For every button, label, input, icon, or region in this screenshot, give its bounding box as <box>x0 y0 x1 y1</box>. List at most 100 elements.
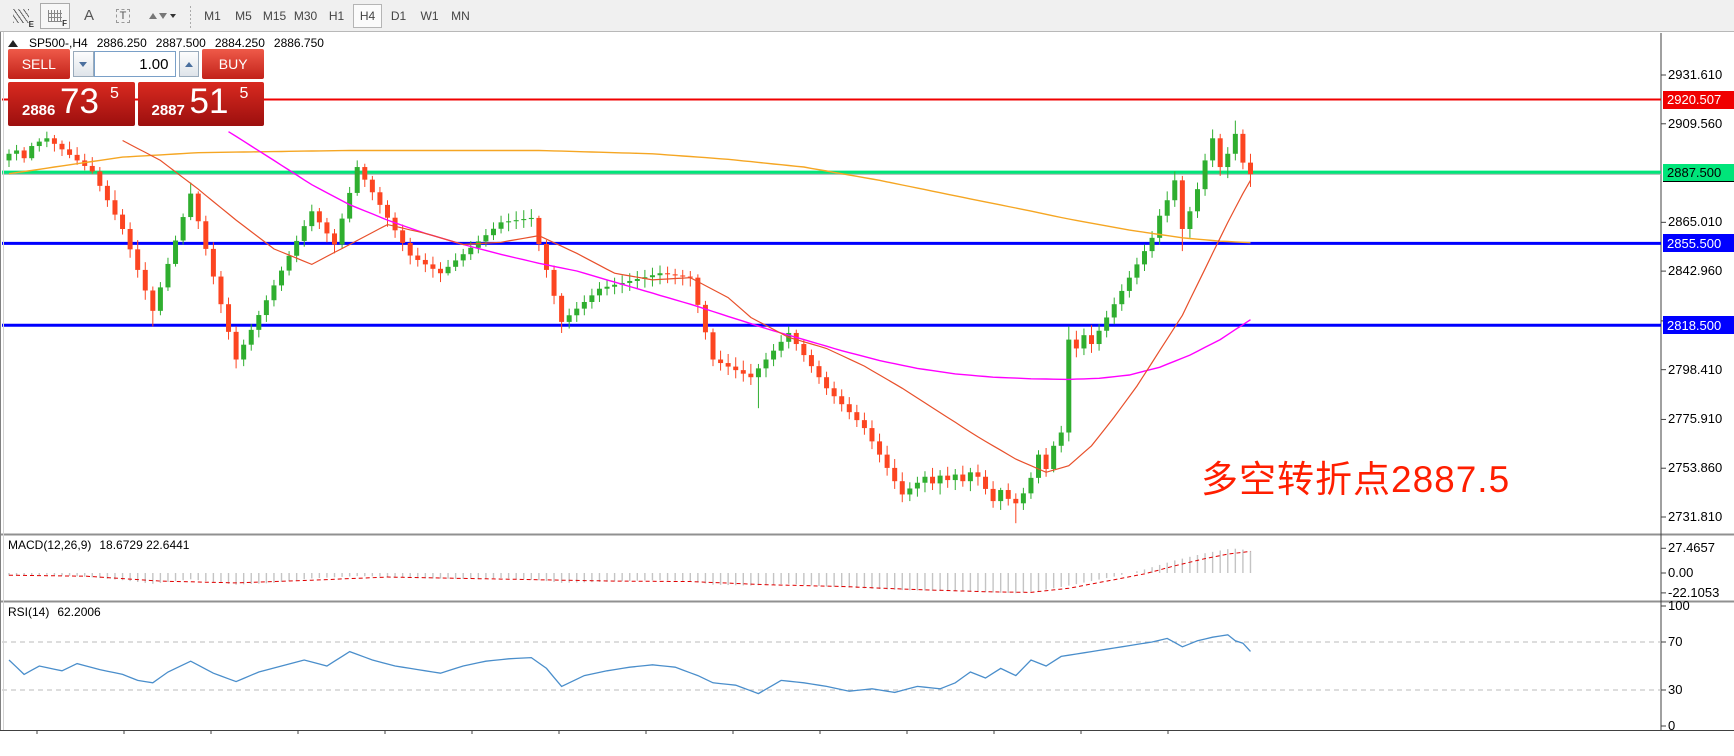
candle-body <box>286 255 292 271</box>
candle-body <box>884 454 890 468</box>
candle-body <box>914 482 920 489</box>
candle-body <box>347 192 353 219</box>
draw-lines-tool-button[interactable]: E <box>6 3 36 29</box>
macd-label-row: MACD(12,26,9) 18.6729 22.6441 <box>8 538 189 552</box>
candle-body <box>983 476 989 489</box>
candle-body <box>740 370 746 374</box>
candle-body <box>173 240 179 264</box>
volume-input[interactable] <box>93 51 176 77</box>
rsi-tick-label: 100 <box>1668 598 1690 613</box>
candle-body <box>771 350 777 360</box>
timeframe-button-mn[interactable]: MN <box>451 8 470 23</box>
buy-button[interactable]: BUY <box>202 49 264 79</box>
candle-body <box>1202 160 1208 190</box>
candle-body <box>142 269 148 291</box>
candle-body <box>839 396 845 405</box>
candle-body <box>718 359 724 364</box>
candle-body <box>574 308 580 316</box>
candle-body <box>634 278 640 281</box>
rsi-label: RSI(14) <box>8 605 50 619</box>
sell-price-box[interactable]: 2886 73 5 <box>8 82 135 126</box>
timeframe-button-m30[interactable]: M30 <box>293 8 318 23</box>
candle-body <box>1036 454 1042 478</box>
grid-toggle-button[interactable]: F <box>40 2 70 29</box>
timeframe-button-h1[interactable]: H1 <box>328 8 345 23</box>
candle-body <box>1104 317 1110 331</box>
spinner-down-icon <box>79 61 88 67</box>
candle-body <box>14 150 20 154</box>
candle-body <box>415 255 421 260</box>
macd-tick-label: 27.4657 <box>1668 540 1715 556</box>
candle-body <box>354 167 360 193</box>
candle-body <box>952 474 958 481</box>
candle-body <box>44 138 50 142</box>
grid-icon <box>48 9 62 22</box>
price-tick-label: 2931.610 <box>1668 67 1723 82</box>
timeframe-button-m5[interactable]: M5 <box>235 8 252 23</box>
candle-body <box>316 211 322 223</box>
candle-body <box>559 295 565 322</box>
sell-button[interactable]: SELL <box>8 49 70 79</box>
candle-body <box>861 420 867 429</box>
candle-body <box>332 233 338 245</box>
candle-body <box>960 474 966 482</box>
candle-body <box>369 179 375 193</box>
chart-canvas[interactable] <box>0 32 1734 756</box>
candle-body <box>922 476 928 483</box>
timeframe-button-w1[interactable]: W1 <box>420 8 439 23</box>
candle-body <box>1013 498 1019 504</box>
candle-body <box>483 235 489 242</box>
candle-body <box>36 141 42 147</box>
one-click-trading-panel: SELL BUY 2886 73 5 2887 51 5 <box>8 49 264 157</box>
candle-body <box>1066 339 1072 433</box>
price-badge-support-2: 2818.500 <box>1663 316 1734 335</box>
candle-body <box>937 475 943 484</box>
arrows-tool-button[interactable] <box>142 3 182 29</box>
candle-body <box>967 472 973 482</box>
candle-body <box>513 220 519 222</box>
candle-body <box>551 269 557 296</box>
candle-body <box>1179 180 1185 229</box>
candle-body <box>218 276 224 305</box>
candle-body <box>120 214 126 229</box>
text-box-tool-button[interactable]: T <box>108 3 138 29</box>
candle-body <box>930 476 936 484</box>
timeframe-button-d1[interactable]: D1 <box>390 8 407 23</box>
candle-body <box>1051 445 1057 470</box>
price-tick-label: 2909.560 <box>1668 115 1723 131</box>
volume-decrease-button[interactable] <box>72 51 94 77</box>
candle-body <box>362 167 368 180</box>
candle-body <box>490 228 496 236</box>
buy-price-box[interactable]: 2887 51 5 <box>137 82 264 126</box>
volume-increase-button[interactable] <box>178 51 200 77</box>
toolbar: E F A T M1 M5 M15 M30 H1 H4 D1 W1 MN <box>0 0 1734 32</box>
text-label-tool-button[interactable]: A <box>83 7 94 24</box>
ma-magenta-line <box>228 131 1251 381</box>
candle-body <box>437 268 443 274</box>
candle-body <box>294 240 300 256</box>
timeframe-button-m1[interactable]: M1 <box>204 8 221 23</box>
price-tick-label: 2753.860 <box>1668 460 1723 476</box>
candle-body <box>725 363 731 367</box>
macd-tick-label: 0.00 <box>1668 565 1694 580</box>
candle-body <box>309 211 315 227</box>
timeframe-button-m15[interactable]: M15 <box>262 8 287 23</box>
rsi-label-row: RSI(14) 62.2006 <box>8 605 101 619</box>
candle-body <box>475 241 481 248</box>
candle-body <box>339 218 345 245</box>
candle-body <box>801 344 807 356</box>
timeframe-button-h4[interactable]: H4 <box>353 3 382 28</box>
macd-label: MACD(12,26,9) <box>8 538 92 552</box>
pivot-annotation-text[interactable]: 多空转折点2887.5 <box>1201 459 1511 500</box>
candle-body <box>528 217 534 220</box>
candle-body <box>203 221 209 249</box>
candle-body <box>195 193 201 222</box>
collapse-triangle-icon[interactable] <box>8 39 18 47</box>
price-badge-support-1: 2855.500 <box>1663 234 1734 253</box>
candle-body <box>1119 290 1125 305</box>
candle-body <box>702 304 708 333</box>
candle-body <box>604 286 610 289</box>
candle-body <box>536 217 542 245</box>
candle-body <box>816 366 822 378</box>
candle-body <box>1172 180 1178 201</box>
